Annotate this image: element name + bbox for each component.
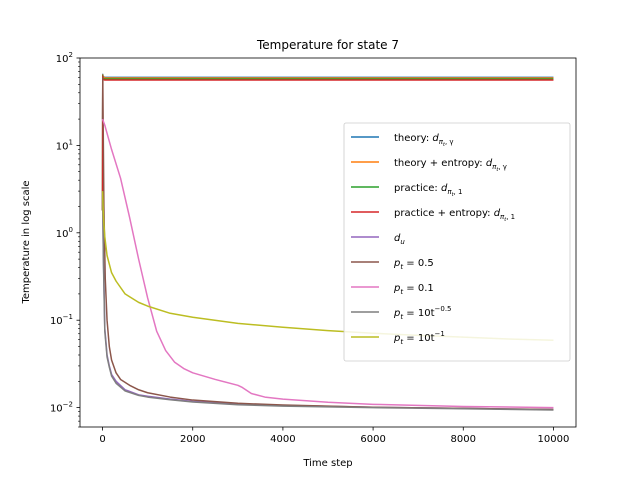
legend-entry-6: pt = 0.5 bbox=[393, 258, 434, 271]
x-tick-label: 4000 bbox=[270, 434, 295, 445]
y-tick-label: 10−2 bbox=[50, 401, 73, 415]
legend: theory: dπt, γ theory + entropy: dπt, γ pr… bbox=[343, 122, 571, 362]
x-tick-label: 6000 bbox=[360, 434, 385, 445]
legend-entry-7: pt = 0.1 bbox=[393, 283, 434, 296]
series-line-8 bbox=[101, 193, 554, 411]
legend-entry-8: pt = 10t−0.5 bbox=[393, 305, 452, 321]
legend-entry-5: du bbox=[394, 233, 405, 246]
y-axis: 10−2 10−1 100 101 102 bbox=[50, 51, 80, 428]
x-tick-label: 8000 bbox=[451, 434, 476, 445]
plot-area bbox=[101, 73, 554, 411]
legend-box bbox=[343, 122, 571, 362]
series-line-6 bbox=[101, 76, 554, 411]
legend-entry-2: theory + entropy: dπt, γ bbox=[394, 158, 507, 173]
series-line-7 bbox=[101, 118, 554, 409]
legend-entry-4: practice + entropy: dπt, 1 bbox=[394, 208, 515, 223]
plot-frame bbox=[79, 57, 577, 428]
legend-entry-9: pt = 10t−1 bbox=[393, 330, 445, 346]
legend-entry-3: practice: dπt, 1 bbox=[394, 183, 462, 198]
y-tick-label: 101 bbox=[56, 138, 73, 152]
x-tick-label: 0 bbox=[99, 434, 105, 445]
y-tick-label: 100 bbox=[56, 226, 73, 240]
y-axis-label: Temperature in log scale bbox=[21, 180, 32, 304]
chart-title: Temperature for state 7 bbox=[256, 38, 399, 52]
x-tick-label: 2000 bbox=[180, 434, 205, 445]
x-axis: 0 2000 4000 6000 8000 10000 bbox=[99, 427, 569, 445]
y-tick-label: 10−1 bbox=[50, 313, 73, 327]
y-tick-label: 102 bbox=[56, 51, 73, 65]
x-axis-label: Time step bbox=[302, 458, 352, 469]
x-tick-label: 10000 bbox=[538, 434, 570, 445]
legend-entry-1: theory: dπt, γ bbox=[394, 133, 454, 148]
